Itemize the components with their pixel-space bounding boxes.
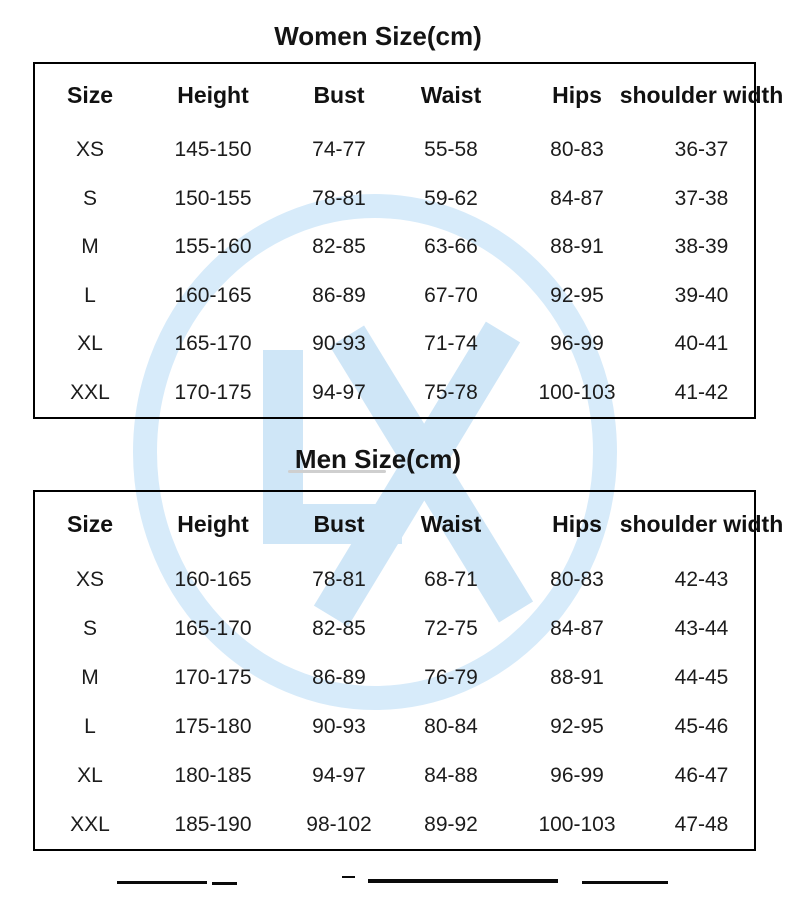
measurement-cell: 63-66	[424, 235, 478, 259]
measurement-cell: 42-43	[674, 568, 729, 592]
size-label-cell: S	[82, 186, 97, 210]
measurement-cell: 36-37	[674, 138, 729, 162]
size-label-cell: M	[81, 666, 99, 690]
size-label-cell: XXL	[70, 380, 110, 404]
measurement-cell: 68-71	[424, 568, 478, 592]
measurement-cell: 94-97	[312, 380, 366, 404]
measurement-cell: 84-88	[424, 763, 478, 787]
size-label-cell: XXL	[70, 812, 110, 836]
size-label-cell: L	[84, 714, 96, 738]
measurement-cell: 55-58	[424, 138, 478, 162]
column-header: Size	[66, 81, 114, 108]
measurement-cell: 46-47	[674, 763, 729, 787]
measurement-cell: 80-83	[550, 568, 604, 592]
size-label-cell: XL	[77, 763, 103, 787]
measurement-cell: 39-40	[674, 283, 729, 307]
measurement-cell: 80-84	[424, 714, 478, 738]
measurement-cell: 96-99	[550, 763, 604, 787]
column-header: Bust	[313, 81, 365, 108]
measurement-cell: 47-48	[674, 812, 729, 836]
cutoff-text-fragment	[582, 881, 668, 884]
measurement-cell: 67-70	[424, 283, 478, 307]
measurement-cell: 75-78	[424, 380, 478, 404]
measurement-cell: 71-74	[424, 332, 478, 356]
size-label-cell: M	[81, 235, 99, 259]
measurement-cell: 78-81	[312, 186, 366, 210]
size-label-cell: XS	[75, 568, 104, 592]
measurement-cell: 38-39	[674, 235, 729, 259]
measurement-cell: 80-83	[550, 138, 604, 162]
measurement-cell: 72-75	[424, 617, 478, 641]
measurement-cell: 94-97	[312, 763, 366, 787]
measurement-cell: 98-102	[306, 812, 372, 836]
size-label-cell: XS	[75, 138, 104, 162]
women-size-title: Women Size(cm)	[274, 21, 482, 51]
measurement-cell: 92-95	[550, 283, 604, 307]
measurement-cell: 82-85	[312, 235, 366, 259]
measurement-cell: 145-150	[174, 138, 252, 162]
measurement-cell: 155-160	[174, 235, 252, 259]
cutoff-text-fragment	[342, 876, 355, 878]
column-header: Hips	[552, 81, 602, 108]
cutoff-text-fragment	[212, 882, 237, 885]
cutoff-text-fragment	[117, 881, 207, 884]
measurement-cell: 84-87	[550, 617, 604, 641]
column-header: Waist	[420, 510, 482, 537]
column-header: shoulder width	[619, 81, 784, 108]
measurement-cell: 90-93	[312, 714, 366, 738]
measurement-cell: 76-79	[424, 666, 478, 690]
column-header: Height	[177, 510, 249, 537]
measurement-cell: 44-45	[674, 666, 729, 690]
measurement-cell: 82-85	[312, 617, 366, 641]
measurement-cell: 45-46	[674, 714, 729, 738]
column-header: Size	[66, 510, 114, 537]
women-size-table: Size Height Bust Waist Hips shoulder width XS 1…	[33, 62, 784, 419]
cutoff-text-fragment	[368, 879, 558, 883]
men-size-table: Size Height Bust Waist Hips shoulder width XS 1…	[33, 490, 784, 851]
size-label-cell: S	[82, 617, 97, 641]
measurement-cell: 84-87	[550, 186, 604, 210]
measurement-cell: 175-180	[174, 714, 252, 738]
size-label-cell: XL	[77, 332, 103, 356]
measurement-cell: 170-175	[174, 666, 252, 690]
measurement-cell: 100-103	[538, 380, 616, 404]
measurement-cell: 78-81	[312, 568, 366, 592]
column-header: Waist	[420, 81, 482, 108]
measurement-cell: 90-93	[312, 332, 366, 356]
measurement-cell: 43-44	[674, 617, 729, 641]
measurement-cell: 92-95	[550, 714, 604, 738]
measurement-cell: 185-190	[174, 812, 252, 836]
print-artifact	[288, 470, 386, 473]
measurement-cell: 88-91	[550, 235, 604, 259]
measurement-cell: 96-99	[550, 332, 604, 356]
measurement-cell: 170-175	[174, 380, 252, 404]
measurement-cell: 160-165	[174, 283, 252, 307]
measurement-cell: 37-38	[674, 186, 729, 210]
measurement-cell: 86-89	[312, 666, 366, 690]
column-header: shoulder width	[619, 510, 784, 537]
measurement-cell: 86-89	[312, 283, 366, 307]
measurement-cell: 59-62	[424, 186, 478, 210]
measurement-cell: 165-170	[174, 332, 252, 356]
column-header: Height	[177, 81, 249, 108]
size-label-cell: L	[84, 283, 96, 307]
measurement-cell: 160-165	[174, 568, 252, 592]
measurement-cell: 41-42	[674, 380, 729, 404]
measurement-cell: 180-185	[174, 763, 252, 787]
column-header: Bust	[313, 510, 365, 537]
measurement-cell: 89-92	[424, 812, 478, 836]
measurement-cell: 100-103	[538, 812, 616, 836]
measurement-cell: 88-91	[550, 666, 604, 690]
measurement-cell: 165-170	[174, 617, 252, 641]
measurement-cell: 74-77	[312, 138, 366, 162]
measurement-cell: 40-41	[674, 332, 729, 356]
measurement-cell: 150-155	[174, 186, 252, 210]
